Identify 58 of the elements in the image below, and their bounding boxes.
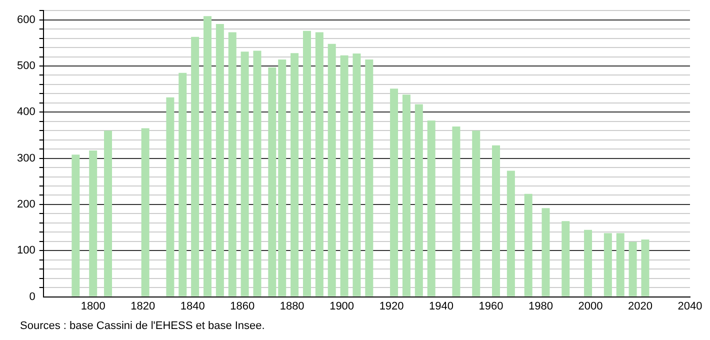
- bar: [472, 130, 480, 296]
- bar: [141, 128, 150, 296]
- bar: [562, 221, 570, 296]
- bar: [178, 72, 187, 296]
- bar: [340, 55, 348, 296]
- bar: [414, 104, 423, 296]
- x-tick-label: 1800: [80, 300, 106, 312]
- bar: [328, 44, 336, 296]
- x-tick-label: 1920: [379, 300, 404, 312]
- source-note: Sources : base Cassini de l'EHESS et base Insee.: [20, 320, 265, 332]
- bar: [204, 16, 212, 296]
- bar: [365, 60, 374, 296]
- y-tick-label: 100: [16, 244, 36, 257]
- x-tick-label: 2020: [628, 300, 652, 312]
- bar: [352, 54, 361, 296]
- bar: [302, 30, 311, 296]
- bar: [641, 240, 650, 296]
- y-tick-label: 300: [16, 152, 36, 164]
- bar: [253, 50, 262, 296]
- y-tick-label: 600: [16, 14, 36, 26]
- bar: [104, 130, 112, 296]
- x-tick-label: 1880: [280, 300, 304, 312]
- bar: [228, 32, 236, 296]
- bar: [290, 53, 299, 296]
- bar: [616, 233, 624, 296]
- x-tick-label: 1940: [429, 300, 454, 312]
- x-tick-label: 1840: [180, 300, 205, 312]
- bar: [191, 36, 200, 296]
- y-tick-label: 400: [16, 106, 36, 118]
- bar: [268, 67, 276, 296]
- bar: [216, 24, 224, 296]
- bar: [452, 126, 460, 296]
- bar: [315, 32, 324, 296]
- y-tick-label: 0: [29, 290, 36, 303]
- bar: [492, 145, 500, 296]
- bar: [584, 230, 592, 296]
- x-tick-label: 1960: [478, 300, 504, 312]
- y-tick-label: 500: [16, 60, 36, 72]
- bar: [604, 233, 612, 296]
- x-tick-label: 2000: [578, 300, 603, 312]
- bar: [278, 60, 286, 296]
- bar: [72, 154, 80, 296]
- bar: [542, 208, 550, 296]
- x-tick-label: 1860: [230, 300, 255, 312]
- y-tick-label: 200: [16, 198, 36, 211]
- bar: [524, 194, 532, 296]
- bar: [166, 97, 174, 296]
- bar: [402, 94, 410, 296]
- bar: [89, 150, 98, 296]
- x-tick-label: 1900: [330, 300, 354, 312]
- bar: [427, 120, 436, 296]
- x-tick-label: 1820: [130, 300, 156, 312]
- bar: [628, 242, 637, 296]
- bar: [240, 52, 249, 296]
- x-tick-label: 2040: [678, 300, 702, 312]
- bar: [390, 88, 398, 296]
- bar: [506, 170, 515, 296]
- x-tick-label: 1980: [528, 300, 554, 312]
